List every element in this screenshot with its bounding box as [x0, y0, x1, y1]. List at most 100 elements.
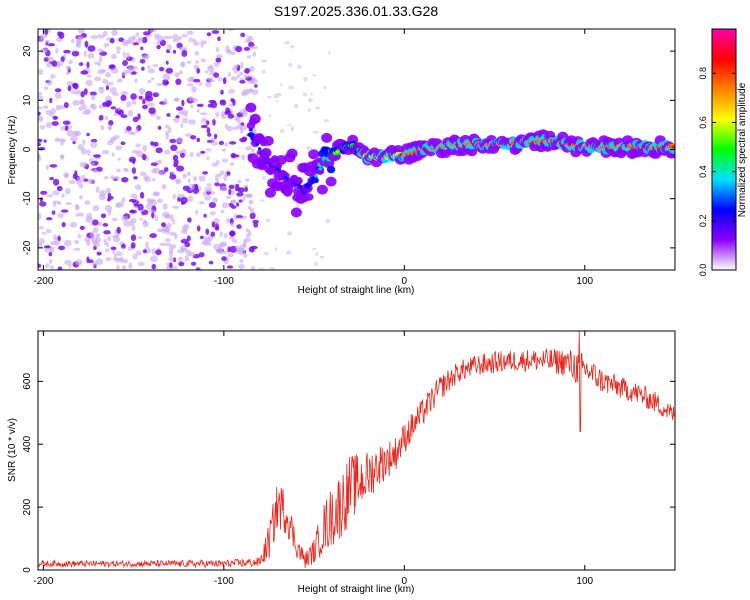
noise-blob: [310, 92, 313, 96]
noise-blob: [83, 50, 87, 58]
noise-blob: [196, 137, 200, 143]
ridge-mark: [249, 128, 253, 132]
noise-blob: [165, 214, 171, 219]
noise-blob: [152, 191, 159, 197]
noise-blob: [139, 217, 143, 221]
noise-blob: [212, 197, 218, 203]
noise-blob: [149, 29, 157, 33]
noise-blob: [180, 122, 184, 129]
noise-blob: [84, 40, 89, 48]
noise-blob: [131, 99, 137, 106]
noise-blob: [284, 41, 290, 45]
noise-blob: [128, 65, 132, 73]
x-tick-label: 100: [576, 276, 593, 287]
noise-blob: [51, 60, 58, 67]
noise-blob: [138, 88, 146, 95]
noise-blob: [105, 242, 109, 247]
noise-blob: [50, 265, 54, 270]
noise-blob: [153, 167, 160, 174]
noise-blob: [49, 164, 58, 168]
noise-blob: [215, 248, 220, 253]
noise-blob: [247, 80, 255, 84]
noise-blob: [178, 46, 187, 51]
noise-blob: [184, 113, 188, 118]
noise-blob: [224, 142, 229, 147]
noise-blob: [268, 29, 271, 32]
noise-blob: [112, 249, 116, 255]
colorbar: 0.0 0.2 0.4 0.6 0.8 Normalized spectral ampl…: [698, 28, 748, 276]
noise-blob: [222, 77, 227, 85]
noise-blob: [98, 55, 103, 63]
noise-blob: [237, 179, 242, 184]
noise-blob: [106, 140, 114, 146]
noise-blob: [65, 71, 70, 76]
noise-blob: [161, 222, 166, 228]
noise-blob: [86, 212, 93, 220]
noise-blob: [196, 225, 201, 232]
noise-blob: [45, 39, 50, 44]
noise-blob: [139, 171, 147, 177]
noise-blob: [215, 47, 220, 53]
noise-blob: [215, 57, 222, 63]
noise-blob: [137, 236, 143, 240]
noise-blob: [323, 119, 329, 123]
noise-blob: [110, 67, 119, 74]
noise-blob: [111, 136, 117, 141]
noise-blob: [64, 239, 72, 247]
noise-blob: [69, 221, 78, 228]
noise-blob: [64, 187, 71, 195]
ridge-mark: [257, 147, 262, 151]
noise-blob: [55, 47, 59, 54]
noise-blob: [95, 186, 100, 194]
noise-blob: [48, 251, 53, 257]
ridge-mark: [275, 155, 287, 165]
noise-blob: [258, 267, 265, 270]
noise-blob: [57, 266, 63, 270]
noise-blob: [165, 60, 169, 65]
noise-blob: [244, 67, 250, 74]
noise-blob: [154, 214, 159, 221]
noise-blob: [144, 176, 152, 183]
noise-blob: [61, 221, 66, 228]
noise-blob: [181, 117, 189, 124]
noise-blob: [172, 39, 180, 43]
noise-blob: [187, 178, 191, 184]
noise-blob: [52, 234, 58, 241]
noise-blob: [49, 97, 53, 104]
noise-blob: [46, 228, 52, 234]
noise-blob: [291, 126, 295, 130]
noise-blob: [287, 231, 293, 236]
noise-blob: [234, 64, 239, 68]
noise-blob: [293, 103, 299, 109]
noise-blob: [165, 238, 171, 243]
noise-blob: [96, 251, 102, 256]
noise-blob: [242, 196, 246, 202]
noise-blob: [98, 86, 105, 90]
noise-blob: [288, 85, 294, 90]
noise-blob: [105, 85, 109, 91]
noise-blob: [165, 133, 169, 140]
spectrogram-x-ticks: -200 -100 0 100: [33, 29, 594, 287]
noise-blob: [38, 142, 41, 147]
noise-blob: [233, 213, 239, 221]
noise-blob: [128, 262, 133, 270]
noise-blob: [63, 102, 69, 109]
noise-blob: [200, 43, 204, 48]
noise-blob: [39, 36, 44, 43]
noise-blob: [87, 52, 95, 59]
noise-blob: [238, 199, 243, 203]
ridge-mark: [325, 176, 337, 187]
noise-blob: [122, 264, 126, 270]
noise-blob: [115, 46, 121, 51]
noise-blob: [220, 185, 228, 192]
noise-blob: [112, 235, 120, 243]
noise-blob: [147, 79, 152, 84]
noise-blob: [145, 241, 149, 248]
noise-blob: [267, 95, 272, 99]
noise-blob: [176, 106, 183, 111]
noise-blob: [142, 104, 148, 110]
noise-blob: [200, 150, 206, 154]
ridge-mark: [263, 152, 270, 158]
